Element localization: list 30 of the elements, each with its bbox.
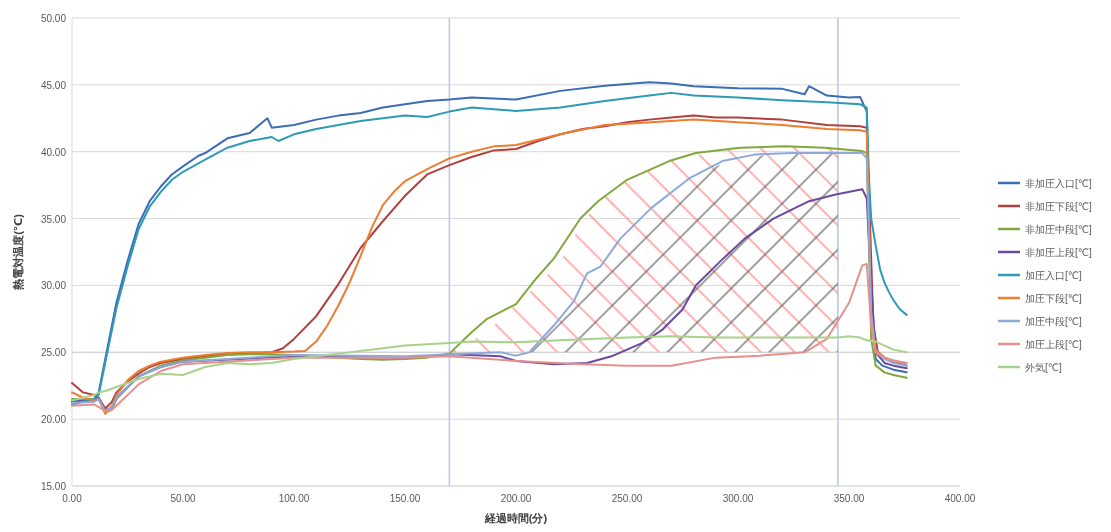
legend-label: 加圧上段[℃] [1025, 339, 1083, 350]
legend-label: 外気[℃] [1025, 362, 1063, 373]
line-series [71, 335, 908, 402]
legend-label: 非加圧上段[℃] [1025, 247, 1093, 258]
y-tick-label: 45.00 [40, 79, 67, 91]
legend-label: 非加圧入口[℃] [1025, 178, 1093, 189]
legend-label: 非加圧中段[℃] [1025, 224, 1093, 235]
y-tick-label: 40.00 [40, 146, 67, 158]
y-tick-label: 50.00 [40, 13, 67, 24]
legend-label: 加圧中段[℃] [1025, 316, 1083, 327]
y-tick-label: 20.00 [40, 414, 67, 426]
x-tick-label: 100.00 [278, 493, 310, 504]
y-axis-title: 熱電対温度(℃) [12, 213, 25, 291]
x-tick-label: 350.00 [833, 493, 865, 504]
y-tick-label: 15.00 [40, 481, 67, 492]
x-tick-label: 250.00 [611, 493, 643, 504]
x-tick-label: 400.00 [944, 493, 976, 504]
x-tick-label: 200.00 [500, 493, 532, 504]
y-tick-label: 30.00 [40, 280, 67, 292]
x-tick-label: 0.00 [62, 493, 83, 504]
y-tick-label: 25.00 [40, 347, 67, 359]
x-tick-label: 150.00 [389, 493, 421, 504]
legend-label: 非加圧下段[℃] [1025, 201, 1093, 212]
y-tick-label: 35.00 [40, 213, 67, 225]
legend-label: 加圧下段[℃] [1025, 293, 1083, 304]
x-tick-label: 300.00 [722, 493, 754, 504]
x-tick-label: 50.00 [170, 493, 196, 504]
x-axis-title: 経過時間(分) [483, 512, 548, 524]
line-series [71, 263, 908, 413]
legend-label: 加圧入口[℃] [1025, 270, 1083, 281]
